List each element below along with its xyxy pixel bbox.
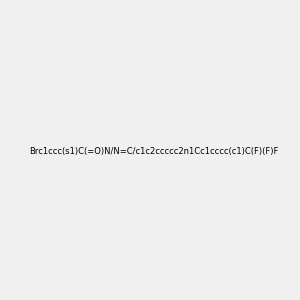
Text: Brc1ccc(s1)C(=O)N/N=C/c1c2ccccc2n1Cc1cccc(c1)C(F)(F)F: Brc1ccc(s1)C(=O)N/N=C/c1c2ccccc2n1Cc1ccc… bbox=[29, 147, 278, 156]
